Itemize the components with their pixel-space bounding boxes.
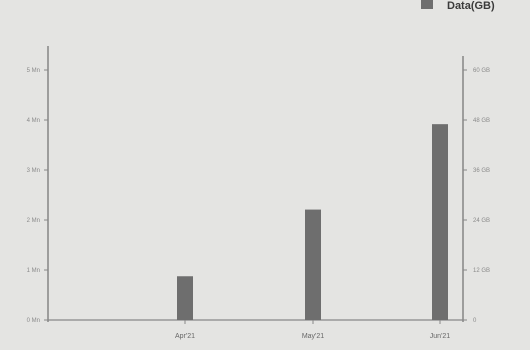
legend: Data(GB) [421, 0, 495, 12]
left-tick-label: 2 Mn [27, 218, 40, 224]
bar [432, 124, 448, 321]
x-tick-label: Apr'21 [175, 333, 195, 340]
x-axis-ticks: Apr'21 May'21 Jun'21 [175, 320, 450, 340]
left-tick-label: 1 Mn [27, 268, 40, 274]
right-tick-label: 24 GB [473, 218, 490, 224]
bars [177, 124, 448, 321]
right-tick-label: 12 GB [473, 268, 490, 274]
bar [305, 209, 321, 320]
left-tick-label: 5 Mn [27, 68, 40, 74]
left-axis-ticks: 0 Mn 1 Mn 2 Mn 3 Mn 4 Mn 5 Mn [27, 68, 48, 324]
right-axis-ticks: 0 12 GB 24 GB 36 GB 48 GB 60 GB [463, 68, 490, 324]
left-tick-label: 0 Mn [27, 318, 40, 324]
right-tick-label: 60 GB [473, 68, 490, 74]
right-tick-label: 0 [473, 318, 477, 324]
legend-swatch [421, 0, 433, 9]
legend-label: Data(GB) [447, 0, 495, 12]
left-tick-label: 3 Mn [27, 168, 40, 174]
x-tick-label: May'21 [302, 333, 324, 340]
right-tick-label: 48 GB [473, 118, 490, 124]
left-tick-label: 4 Mn [27, 118, 40, 124]
bar [177, 276, 193, 320]
right-tick-label: 36 GB [473, 168, 490, 174]
x-tick-label: Jun'21 [430, 333, 451, 340]
